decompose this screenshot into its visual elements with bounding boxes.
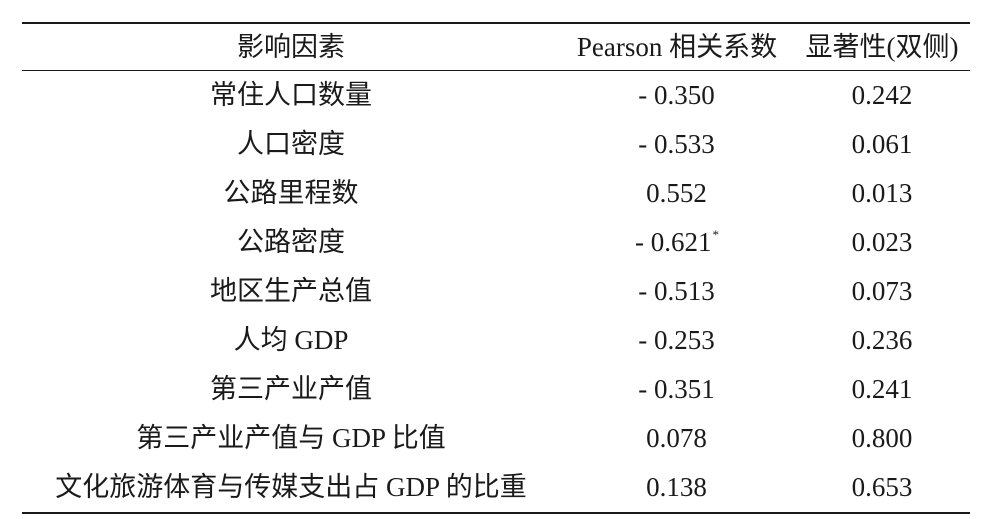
significance-cell: 0.013	[851, 178, 913, 208]
pearson-cell: - 0.533	[560, 120, 794, 169]
significance-cell: 0.236	[851, 325, 913, 355]
factor-cell: 第三产业产值	[210, 374, 372, 404]
table-row: 公路密度 - 0.621* 0.023	[22, 218, 970, 267]
table-row: 第三产业产值与 GDP 比值 0.078 0.800	[22, 414, 970, 463]
bottom-rule	[22, 512, 970, 514]
table-row: 第三产业产值 - 0.351 0.241	[22, 365, 970, 414]
header-significance: 显著性(双侧)	[805, 32, 959, 62]
top-rule	[22, 22, 970, 24]
header-pearson: Pearson 相关系数	[576, 32, 778, 62]
table-row: 常住人口数量 - 0.350 0.242	[22, 71, 970, 120]
table-row: 文化旅游体育与传媒支出占 GDP 的比重 0.138 0.653	[22, 463, 970, 512]
factor-cell: 公路里程数	[223, 178, 359, 208]
header-factor: 影响因素	[237, 32, 345, 62]
significance-mark: *	[712, 227, 720, 242]
significance-cell: 0.023	[851, 227, 913, 257]
pearson-cell: - 0.351	[560, 365, 794, 414]
pearson-value: - 0.533	[638, 129, 715, 159]
table-row: 人均 GDP - 0.253 0.236	[22, 316, 970, 365]
header-row: 影响因素 Pearson 相关系数 显著性(双侧)	[22, 24, 970, 70]
significance-cell: 0.242	[851, 80, 913, 110]
factor-cell: 人均 GDP	[233, 325, 349, 355]
significance-cell: 0.241	[851, 374, 913, 404]
pearson-value: - 0.253	[638, 325, 715, 355]
significance-cell: 0.800	[851, 423, 913, 453]
pearson-value: - 0.621	[635, 227, 712, 257]
pearson-cell: - 0.350	[560, 71, 794, 120]
factor-cell: 常住人口数量	[210, 80, 372, 110]
correlation-table-grid: 影响因素 Pearson 相关系数 显著性(双侧) 常住人口数量 - 0.350…	[22, 24, 970, 512]
correlation-table: 影响因素 Pearson 相关系数 显著性(双侧) 常住人口数量 - 0.350…	[22, 22, 970, 514]
pearson-value: 0.138	[646, 472, 707, 502]
pearson-value: - 0.513	[638, 276, 715, 306]
pearson-value: 0.552	[646, 178, 707, 208]
header-rule	[22, 70, 970, 71]
factor-cell: 地区生产总值	[210, 276, 372, 306]
table-row: 地区生产总值 - 0.513 0.073	[22, 267, 970, 316]
factor-cell: 文化旅游体育与传媒支出占 GDP 的比重	[55, 472, 527, 502]
factor-cell: 第三产业产值与 GDP 比值	[136, 423, 446, 453]
pearson-cell: - 0.253	[560, 316, 794, 365]
pearson-cell: 0.138	[560, 463, 794, 512]
pearson-cell: - 0.513	[560, 267, 794, 316]
table-row: 人口密度 - 0.533 0.061	[22, 120, 970, 169]
significance-cell: 0.073	[851, 276, 913, 306]
pearson-cell: 0.078	[560, 414, 794, 463]
pearson-value: - 0.350	[638, 80, 715, 110]
factor-cell: 公路密度	[237, 227, 345, 257]
table-row: 公路里程数 0.552 0.013	[22, 169, 970, 218]
significance-cell: 0.653	[851, 472, 913, 502]
significance-cell: 0.061	[851, 129, 913, 159]
pearson-cell: - 0.621*	[560, 218, 794, 267]
pearson-cell: 0.552	[560, 169, 794, 218]
factor-cell: 人口密度	[237, 129, 345, 159]
pearson-value: - 0.351	[638, 374, 715, 404]
pearson-value: 0.078	[646, 423, 707, 453]
